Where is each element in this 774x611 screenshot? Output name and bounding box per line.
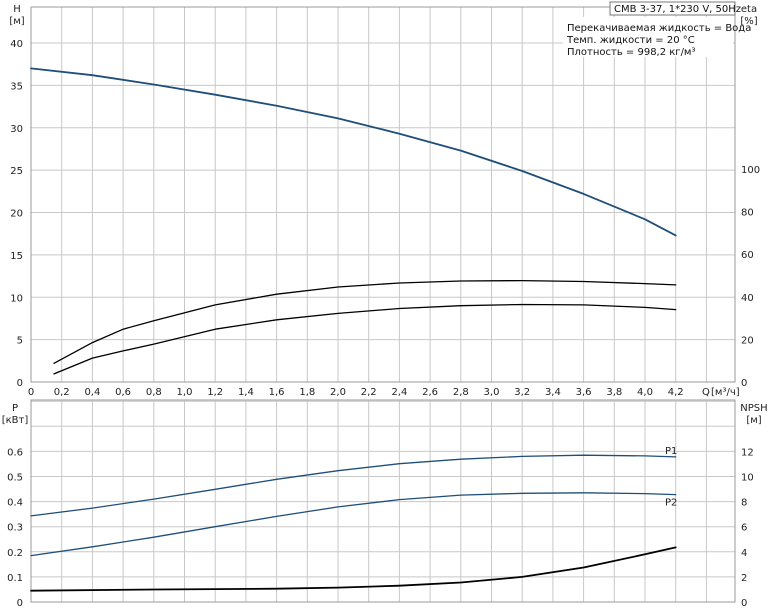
series-line-1-0 — [30, 454, 677, 517]
y-right-tick-label: 12 — [741, 447, 754, 458]
x-tick-label: 4,2 — [668, 387, 684, 398]
x-tick-label: 3,8 — [606, 387, 622, 398]
q-axis-label: Q — [702, 387, 710, 398]
y-right-tick-label: 6 — [741, 523, 747, 534]
y-left-tick-label: 30 — [10, 124, 23, 135]
series-line-0-1 — [53, 279, 677, 364]
pump-title: CMB 3-37, 1*230 V, 50Hz — [614, 4, 741, 15]
y-right-tick-label: 60 — [741, 250, 754, 261]
x-tick-label: 2,8 — [453, 387, 469, 398]
condition-temperature: Темп. жидкости = 20 °C — [566, 35, 695, 46]
y-left-tick-label: 0.4 — [7, 498, 23, 509]
x-tick-label: 2,2 — [361, 387, 377, 398]
h-axis-unit: [м] — [9, 16, 24, 27]
x-tick-label: 1,6 — [269, 387, 285, 398]
y-right-tick-label: 100 — [741, 165, 760, 176]
condition-density: Плотность = 998,2 кг/м³ — [567, 47, 696, 58]
x-tick-label: 1,2 — [207, 387, 223, 398]
x-tick-label: 2,4 — [391, 387, 407, 398]
eta-axis-unit: [%] — [740, 16, 757, 27]
plot-frame — [30, 399, 736, 603]
y-right-tick-label: 20 — [741, 335, 754, 346]
y-left-tick-label: 0.6 — [7, 447, 23, 458]
eta-axis-label: eta — [741, 4, 757, 15]
plot-frame — [30, 6, 736, 383]
conditions-box — [563, 17, 733, 57]
y-right-tick-label: 0 — [741, 378, 747, 389]
x-tick-label: 0,2 — [54, 387, 70, 398]
tick-labels: 051015202530354002040608010000.10.20.30.… — [7, 39, 760, 609]
y-left-tick-label: 5 — [17, 336, 23, 347]
y-left-tick-label: 40 — [10, 39, 23, 50]
curves — [30, 67, 677, 592]
x-tick-label: 2,0 — [330, 387, 346, 398]
x-tick-label: 1,8 — [299, 387, 315, 398]
npsh-axis-label: NPSH — [740, 403, 767, 414]
x-tick-label: 0,8 — [146, 387, 162, 398]
y-left-tick-label: 20 — [10, 209, 23, 220]
y-right-tick-label: 10 — [741, 473, 754, 484]
series-label-p2: P2 — [665, 498, 677, 509]
title-box — [609, 1, 736, 16]
p-axis-unit: [кВт] — [2, 415, 29, 426]
series-line-0-0 — [30, 67, 677, 237]
y-left-tick-label: 0.2 — [7, 548, 23, 559]
series-line-0-2 — [53, 303, 677, 375]
y-left-tick-label: 0.5 — [7, 473, 23, 484]
series-labels: P1 P2 — [665, 446, 677, 509]
x-tick-label: 1,4 — [238, 387, 254, 398]
condition-liquid: Перекачиваемая жидкость = Вода — [567, 23, 751, 34]
y-left-tick-label: 25 — [10, 166, 23, 177]
x-tick-label: 0 — [28, 387, 34, 398]
lower-grid — [30, 399, 736, 603]
x-tick-label: 0,4 — [84, 387, 100, 398]
y-left-tick-label: 0.3 — [7, 523, 23, 534]
x-tick-label: 3,2 — [514, 387, 530, 398]
x-tick-label: 3,0 — [484, 387, 500, 398]
y-left-tick-label: 15 — [10, 251, 23, 262]
series-line-1-1 — [30, 492, 677, 557]
x-tick-label: 4,0 — [637, 387, 653, 398]
y-right-tick-label: 4 — [741, 548, 747, 559]
series-label-p1: P1 — [665, 446, 677, 457]
series-line-1-2 — [30, 546, 677, 592]
q-axis-unit: [м³/ч] — [711, 387, 740, 398]
p-axis-label: P — [12, 403, 18, 414]
x-tick-label: 3,4 — [545, 387, 561, 398]
upper-grid — [30, 6, 736, 383]
y-right-tick-label: 40 — [741, 293, 754, 304]
x-tick-label: 2,6 — [422, 387, 438, 398]
h-axis-label: H — [13, 4, 21, 15]
y-right-tick-label: 80 — [741, 208, 754, 219]
npsh-axis-unit: [м] — [746, 415, 761, 426]
x-tick-label: 3,6 — [576, 387, 592, 398]
y-left-tick-label: 35 — [10, 81, 23, 92]
x-tick-label: 0,6 — [115, 387, 131, 398]
x-tick-label: 1,0 — [177, 387, 193, 398]
y-left-tick-label: 0 — [17, 598, 23, 609]
y-left-tick-label: 10 — [10, 293, 23, 304]
y-right-tick-label: 2 — [741, 573, 747, 584]
y-left-tick-label: 0 — [17, 378, 23, 389]
y-right-tick-label: 0 — [741, 598, 747, 609]
y-right-tick-label: 8 — [741, 498, 747, 509]
y-left-tick-label: 0.1 — [7, 573, 23, 584]
